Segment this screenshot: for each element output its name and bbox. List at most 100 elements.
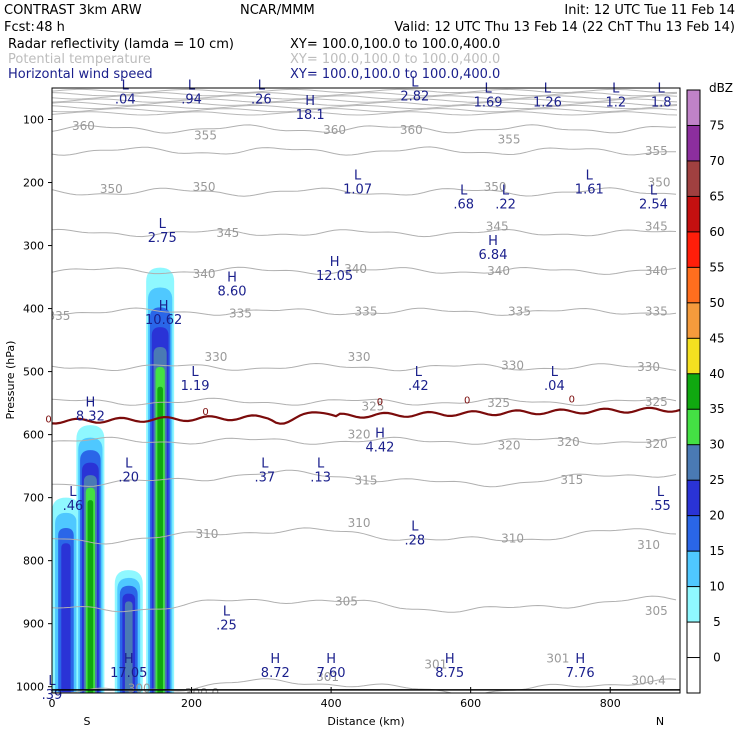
reflectivity-cell <box>76 425 105 693</box>
extremum-value: .26 <box>251 92 272 107</box>
theta-label: 335 <box>48 309 71 323</box>
theta-contour <box>52 146 676 156</box>
field-wind-range: XY= 100.0,100.0 to 100.0,400.0 <box>290 67 500 82</box>
y-tick-label: 800 <box>23 555 44 568</box>
extremum-value: .46 <box>63 499 84 514</box>
colorbar-swatch <box>687 125 700 161</box>
theta-contour-upper <box>52 108 678 113</box>
colorbar-swatch <box>687 302 700 339</box>
theta-label: 360 <box>323 123 346 137</box>
extremum-value: .68 <box>453 198 474 213</box>
theta-label: 355 <box>645 144 668 158</box>
colorbar-label: 0 <box>713 651 721 665</box>
theta-contour <box>52 397 677 406</box>
extremum-kind: H <box>85 395 95 410</box>
theta-contour <box>52 436 677 445</box>
extremum-kind: L <box>502 184 510 199</box>
colorbar-swatch <box>687 338 700 374</box>
extremum-kind: L <box>551 365 559 380</box>
y-tick-label: 200 <box>23 177 44 190</box>
extremum-kind: L <box>460 184 468 199</box>
north-label: N <box>656 715 664 728</box>
theta-label: 350 <box>193 180 216 194</box>
theta-label: 305 <box>335 595 358 609</box>
theta-label: 345 <box>486 220 509 234</box>
colorbar-label: 60 <box>709 225 724 239</box>
theta-label: 355 <box>498 133 521 147</box>
extremum-value: 8.60 <box>218 285 247 300</box>
colorbar-swatch <box>687 373 700 410</box>
model-title: CONTRAST 3km ARW <box>4 3 142 18</box>
extremum-value: .37 <box>254 471 275 486</box>
theta-label: 320 <box>348 428 371 442</box>
theta-contour-upper <box>52 101 678 106</box>
colorbar-label: 20 <box>709 509 724 523</box>
extremum-kind: L <box>650 184 658 199</box>
theta-label: 320 <box>498 438 521 452</box>
extremum-kind: H <box>305 94 315 109</box>
extremum-kind: H <box>445 652 455 667</box>
colorbar-swatch <box>687 90 700 126</box>
south-label: S <box>84 715 91 728</box>
extremum-kind: L <box>258 78 266 93</box>
colorbar-swatch <box>687 586 700 623</box>
extremum-kind: H <box>375 426 385 441</box>
extremum-value: .55 <box>650 499 671 514</box>
theta-label: 300.4 <box>631 673 665 687</box>
extremum-value: 1.69 <box>474 96 503 111</box>
reflectivity-band <box>87 500 94 693</box>
theta-label: 350 <box>484 180 507 194</box>
theta-contour-upper <box>52 104 678 110</box>
extremum-kind: L <box>354 169 362 184</box>
theta-label: 320 <box>557 435 580 449</box>
y-tick-label: 600 <box>23 429 44 442</box>
theta-contour <box>52 469 677 488</box>
reflectivity-band <box>157 386 163 693</box>
extremum-kind: L <box>411 75 419 90</box>
theta-label: 335 <box>355 305 378 319</box>
theta-contour-upper <box>52 98 678 103</box>
colorbar-swatch <box>687 480 700 516</box>
theta-label: 310 <box>195 527 218 541</box>
axes: 0 200 400 600 800 100 200 300 400 500 600 700 800 900… <box>16 87 681 710</box>
colorbar-swatch <box>687 409 700 445</box>
colorbar-label: 75 <box>709 118 724 132</box>
colorbar-swatch <box>687 551 700 587</box>
theta-contour <box>52 595 677 613</box>
wind-extrema: L.04L.94L.26 H18.1L2.82L1.69L1.26L1.2L1.8… <box>42 75 672 703</box>
colorbar-label: 10 <box>709 580 724 594</box>
colorbar-swatch <box>687 231 700 268</box>
extremum-value: .22 <box>495 198 516 213</box>
field-reflectivity: Radar reflectivity (lamda = 10 cm) <box>8 37 234 52</box>
extremum-kind: L <box>658 82 666 97</box>
colorbar-swatch <box>687 515 700 552</box>
theta-contour <box>52 187 677 197</box>
x-tick-label: 400 <box>321 697 342 710</box>
colorbar-label: 35 <box>709 402 724 416</box>
extremum-value: 1.07 <box>343 183 372 198</box>
colorbar-label: 15 <box>709 544 724 558</box>
theta-contour <box>52 266 677 275</box>
theta-label: 345 <box>216 226 239 240</box>
theta-label: 345 <box>645 220 668 234</box>
extremum-value: 7.60 <box>317 666 346 681</box>
y-tick-label: 100 <box>23 114 44 127</box>
theta-label: 335 <box>229 307 252 321</box>
theta-label: 301 <box>546 651 569 665</box>
theta-contour <box>52 124 677 134</box>
reflectivity-cell <box>52 497 80 693</box>
extremum-kind: L <box>657 485 665 500</box>
y-tick-label: 400 <box>23 303 44 316</box>
theta-contours: 360 355 360 360 355 355 350 350 350 350 345 345 345 3… <box>48 88 678 693</box>
colorbar-label: 65 <box>709 189 724 203</box>
extremum-value: .28 <box>405 534 426 549</box>
x-tick-label: 800 <box>600 697 621 710</box>
theta-contour <box>52 362 677 372</box>
extremum-kind: L <box>122 78 130 93</box>
extremum-kind: L <box>261 457 269 472</box>
y-tick-label: 700 <box>23 492 44 505</box>
x-tick-label: 200 <box>181 697 202 710</box>
colorbar-frame <box>686 89 701 694</box>
freezing-label: 0 <box>569 394 575 405</box>
extremum-kind: H <box>124 652 134 667</box>
